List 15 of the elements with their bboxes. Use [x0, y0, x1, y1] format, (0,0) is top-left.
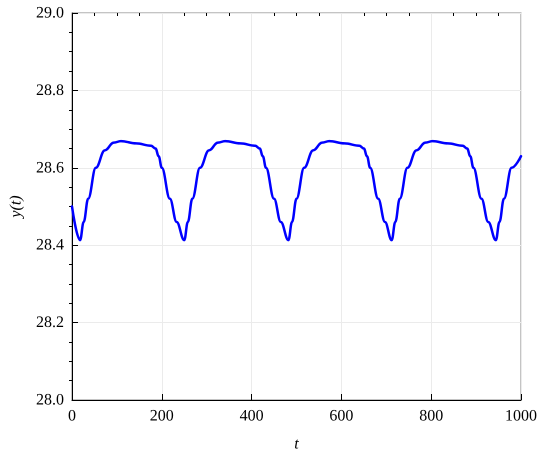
x-tick-label: 800	[419, 408, 444, 424]
x-tick-label: 1000	[505, 408, 537, 424]
y-tick-label: 28.2	[36, 314, 64, 332]
y-tick-label: 28.4	[36, 236, 64, 254]
line-series	[70, 140, 522, 242]
x-tick-label: 0	[68, 408, 76, 424]
y-tick-label: 28.8	[36, 82, 64, 99]
x-axis-title: t	[294, 436, 300, 452]
y-tick-label: 29.0	[36, 4, 64, 22]
x-tick-label: 600	[329, 408, 354, 424]
y-tick-label: 28.6	[36, 159, 64, 176]
x-tick-label: 400	[240, 408, 264, 424]
x-tick-label: 200	[150, 408, 174, 424]
y-tick-label: 28.0	[36, 392, 64, 408]
y-axis-title: y(t)	[8, 195, 24, 220]
